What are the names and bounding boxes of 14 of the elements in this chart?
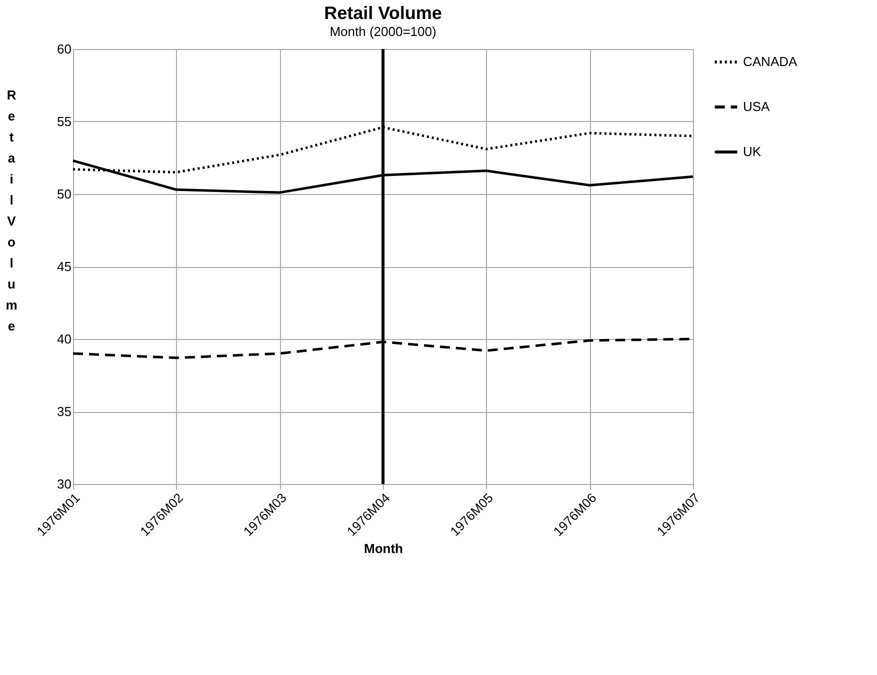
y-tick-label: 40 (57, 332, 72, 346)
text: Retail Volume (6, 88, 18, 334)
y-tick-label: 30 (57, 476, 72, 492)
y-tick-label: 45 (57, 259, 72, 274)
x-axis-title: Month (364, 541, 404, 556)
chart-subtitle: Month (2000=100) (330, 24, 436, 39)
y-tick-label: 60 (57, 42, 72, 56)
y-tick-label: 35 (57, 404, 72, 419)
legend-label: USA (743, 99, 770, 114)
chart-title: Retail Volume (324, 3, 442, 23)
legend-label: CANADA (743, 54, 798, 69)
y-tick-label: 55 (57, 114, 72, 129)
legend-label: UK (743, 144, 762, 159)
y-tick-label: 50 (57, 186, 72, 202)
